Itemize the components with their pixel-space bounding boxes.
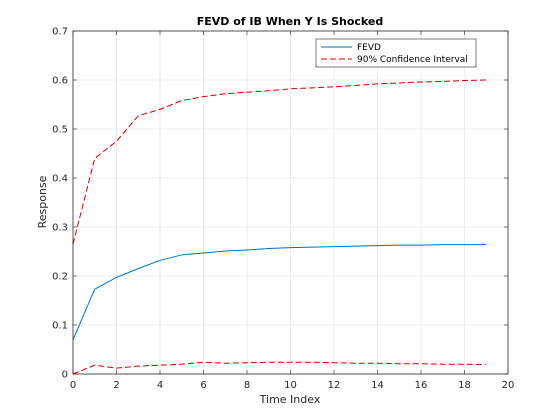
- y-tick-label: 0.1: [52, 321, 68, 332]
- series-line-fevd: [72, 244, 487, 340]
- y-tick-label: 0.2: [52, 272, 68, 283]
- y-tick-label: 0.7: [52, 27, 68, 38]
- legend-box: [315, 38, 477, 68]
- legend: FEVD 90% Confidence Interval: [315, 38, 477, 68]
- series-line-ci-upper: [72, 79, 487, 245]
- x-tick-label: 0: [70, 380, 76, 391]
- chart-title: FEVD of IB When Y Is Shocked: [197, 15, 384, 28]
- x-tick-label: 4: [157, 380, 163, 391]
- x-tick-label: 10: [284, 380, 297, 391]
- x-tick-label: 12: [328, 380, 341, 391]
- y-tick-label: 0.3: [52, 223, 68, 234]
- x-tick-label: 14: [371, 380, 384, 391]
- x-tick-label: 16: [415, 380, 428, 391]
- x-tick-label: 18: [458, 380, 471, 391]
- y-tick-label: 0.6: [52, 76, 68, 87]
- legend-label-confidence-interval: 90% Confidence Interval: [357, 55, 468, 65]
- axis-ticks: 0 2 4 6 8 10 12 14 16 18 20 0 0.1 0.2 0.3 0.4 0.5 0.6 0.7: [52, 27, 514, 392]
- series-layer: [72, 79, 487, 375]
- y-tick-label: 0: [62, 370, 68, 381]
- x-tick-label: 20: [502, 380, 515, 391]
- y-tick-label: 0.5: [52, 125, 68, 136]
- x-tick-label: 6: [200, 380, 206, 391]
- grid-lines: [73, 31, 508, 374]
- legend-label-fevd: FEVD: [357, 43, 381, 53]
- x-tick-label: 2: [113, 380, 119, 391]
- x-tick-label: 8: [244, 380, 250, 391]
- series-line-ci-lower: [72, 361, 487, 375]
- x-axis-title: Time Index: [259, 393, 321, 406]
- y-tick-label: 0.4: [52, 174, 68, 185]
- y-axis-title: Response: [36, 175, 49, 228]
